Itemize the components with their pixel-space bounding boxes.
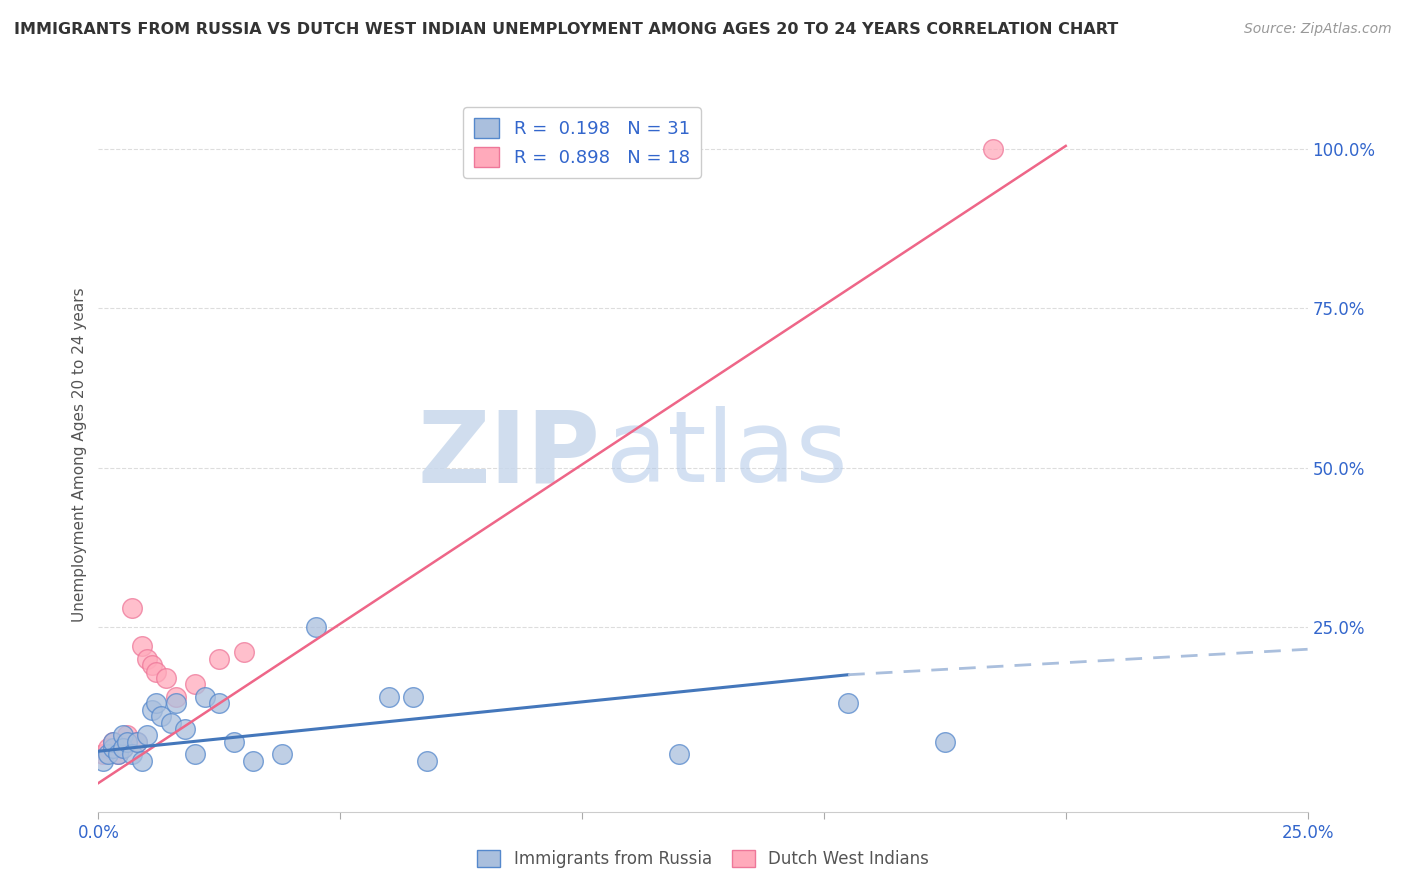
Y-axis label: Unemployment Among Ages 20 to 24 years: Unemployment Among Ages 20 to 24 years (72, 287, 87, 623)
Point (194, 690, 217, 704)
Point (135, 652, 157, 666)
Point (111, 741, 134, 756)
Point (107, 747, 129, 762)
Point (305, 620, 328, 634)
Point (101, 734, 124, 748)
Point (160, 715, 183, 730)
Point (117, 734, 139, 748)
Point (141, 658, 163, 673)
Point (208, 652, 231, 666)
Point (416, 754, 439, 768)
Point (184, 677, 207, 691)
Point (107, 747, 129, 762)
Point (111, 728, 134, 742)
Point (232, 645, 254, 659)
Legend: Immigrants from Russia, Dutch West Indians: Immigrants from Russia, Dutch West India… (470, 843, 936, 875)
Point (155, 671, 177, 685)
Text: IMMIGRANTS FROM RUSSIA VS DUTCH WEST INDIAN UNEMPLOYMENT AMONG AGES 20 TO 24 YEA: IMMIGRANTS FROM RUSSIA VS DUTCH WEST IND… (14, 22, 1118, 37)
Point (97, 741, 120, 756)
Text: Source: ZipAtlas.com: Source: ZipAtlas.com (1244, 22, 1392, 37)
Text: ZIP: ZIP (418, 407, 600, 503)
Point (127, 734, 149, 748)
Point (184, 747, 207, 762)
Point (377, 690, 399, 704)
Point (981, 142, 1004, 156)
Point (145, 665, 167, 679)
Point (131, 639, 153, 653)
Point (121, 600, 143, 615)
Point (91, 754, 114, 768)
Point (242, 754, 264, 768)
Point (174, 722, 197, 736)
Point (934, 734, 956, 748)
Point (111, 741, 134, 756)
Point (668, 747, 690, 762)
Point (271, 747, 294, 762)
Point (837, 697, 859, 711)
Point (117, 728, 139, 742)
Point (141, 703, 163, 717)
Point (165, 690, 187, 704)
Text: atlas: atlas (606, 407, 848, 503)
Point (131, 754, 153, 768)
Point (121, 747, 143, 762)
Point (127, 734, 149, 748)
Point (150, 709, 173, 723)
Point (145, 697, 167, 711)
Point (101, 741, 124, 756)
Point (135, 728, 157, 742)
Point (402, 690, 425, 704)
Point (91, 747, 114, 762)
Point (208, 697, 231, 711)
Point (101, 734, 124, 748)
Point (165, 697, 187, 711)
Point (222, 734, 245, 748)
Point (97, 747, 120, 762)
